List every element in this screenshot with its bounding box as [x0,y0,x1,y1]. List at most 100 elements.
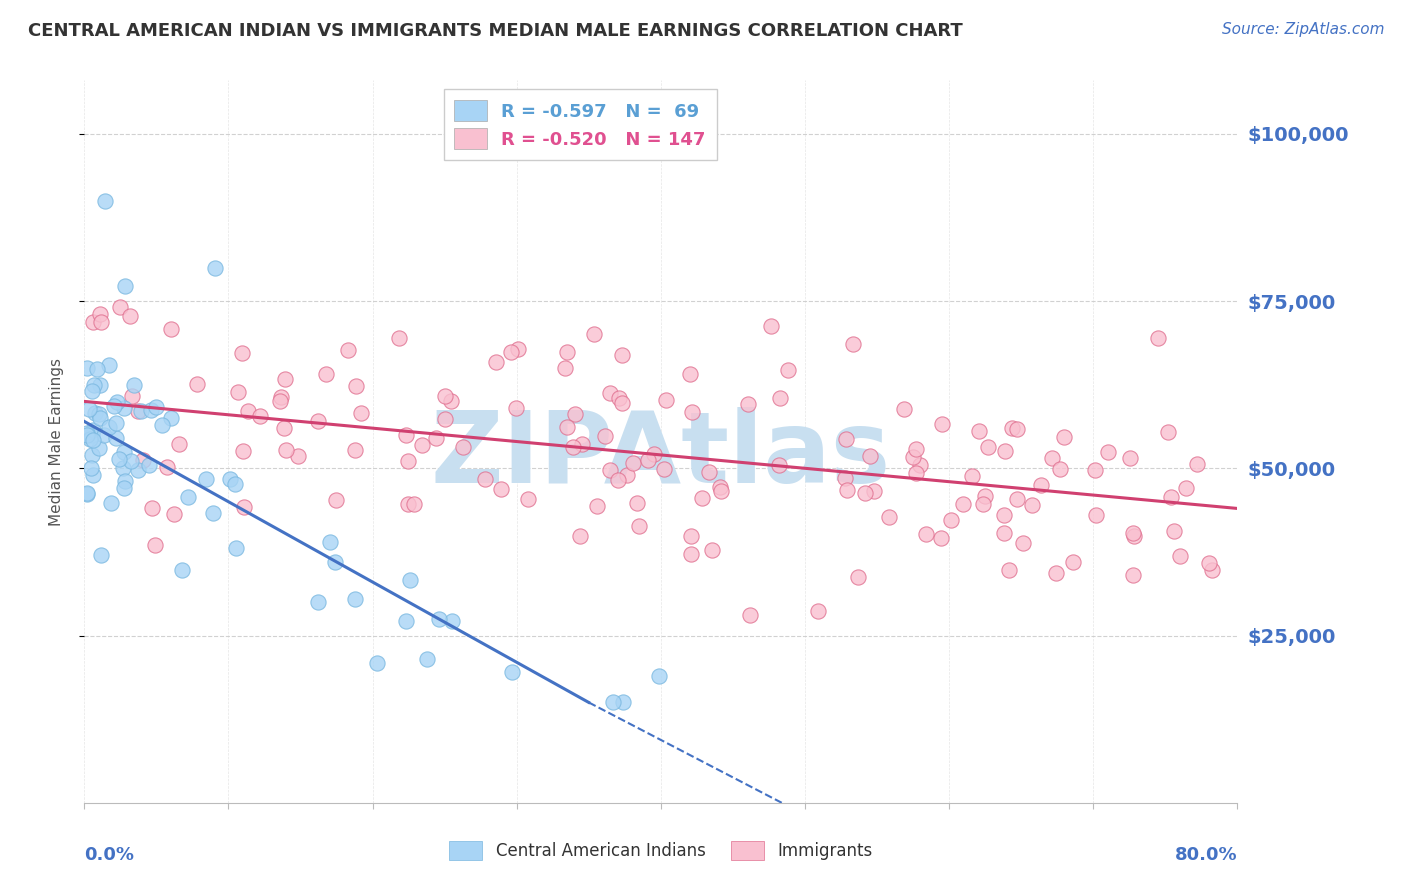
Point [1029,477,1052,491]
Point [238,404,260,418]
Point [114,474,136,488]
Point [93,428,115,442]
Point [93,194,115,208]
Point [607,391,630,405]
Point [105,395,128,409]
Point [681,405,703,419]
Point [768,458,790,472]
Point [499,345,522,359]
Point [554,361,576,376]
Point [612,396,634,410]
Point [877,510,900,524]
Point [231,346,253,360]
Point [679,367,702,381]
Point [710,483,733,498]
Point [249,409,271,423]
Point [1021,499,1043,513]
Point [76,425,98,440]
Point [690,491,713,506]
Point [1052,429,1074,443]
Point [204,260,226,275]
Point [225,541,247,555]
Point [107,452,129,467]
Point [80,428,103,442]
Point [637,453,659,467]
Point [1045,566,1067,581]
Point [555,344,578,359]
Point [1122,567,1144,582]
Point [416,652,439,666]
Point [440,393,463,408]
Point [941,513,963,527]
Point [105,416,128,430]
Text: Source: ZipAtlas.com: Source: ZipAtlas.com [1222,22,1385,37]
Point [82,433,104,447]
Point [474,472,496,486]
Point [129,404,152,418]
Point [156,459,179,474]
Point [562,441,585,455]
Point [112,445,135,459]
Point [103,400,125,414]
Point [626,496,648,510]
Point [1122,525,1144,540]
Point [434,389,457,403]
Point [952,497,974,511]
Point [1185,457,1208,471]
Point [434,411,457,425]
Point [122,378,145,392]
Point [1049,461,1071,475]
Point [489,482,512,496]
Point [274,443,297,458]
Point [993,526,1015,541]
Point [108,300,131,314]
Point [627,518,650,533]
Text: CENTRAL AMERICAN INDIAN VS IMMIGRANTS MEDIAN MALE EARNINGS CORRELATION CHART: CENTRAL AMERICAN INDIAN VS IMMIGRANTS ME… [28,22,963,40]
Point [1011,535,1033,549]
Point [972,497,994,511]
Point [914,526,936,541]
Point [89,548,111,562]
Point [571,437,593,451]
Point [1198,557,1220,571]
Point [395,614,418,628]
Point [82,467,104,482]
Point [1097,445,1119,459]
Point [807,603,830,617]
Point [853,486,876,500]
Point [160,322,183,336]
Point [82,423,104,437]
Point [709,480,731,494]
Point [98,420,121,434]
Point [170,563,193,577]
Point [344,592,367,607]
Point [121,389,143,403]
Point [893,401,915,416]
Point [80,448,103,462]
Point [425,431,447,445]
Point [219,472,242,486]
Point [82,384,104,399]
Point [1201,563,1223,577]
Point [977,440,1000,454]
Point [89,411,111,425]
Point [224,477,246,491]
Point [76,486,98,500]
Point [90,315,112,329]
Point [593,429,616,443]
Point [697,465,720,479]
Point [82,315,104,329]
Point [1160,490,1182,504]
Point [501,665,523,679]
Point [681,529,703,543]
Point [273,421,295,435]
Point [599,386,621,401]
Point [440,615,463,629]
Legend: Central American Indians, Immigrants: Central American Indians, Immigrants [443,835,879,867]
Point [1040,450,1063,465]
Point [89,377,111,392]
Point [643,447,665,461]
Point [138,458,160,473]
Point [903,450,925,464]
Point [1062,555,1084,569]
